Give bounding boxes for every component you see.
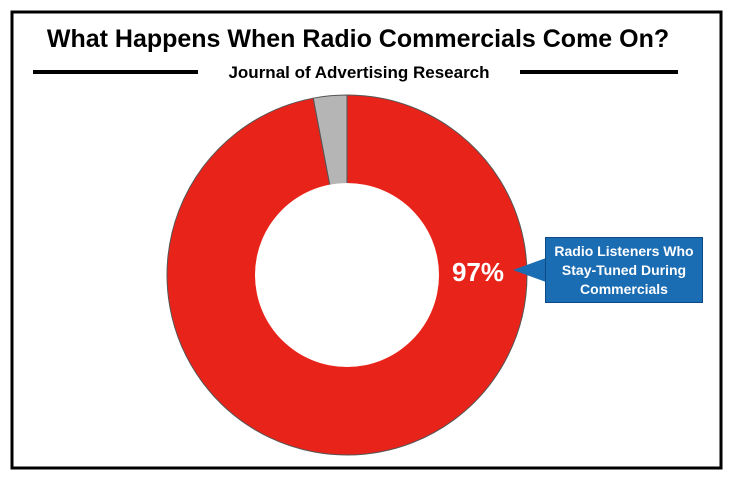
value-label: 97%: [452, 257, 504, 287]
donut-hole: [255, 183, 439, 367]
callout-pointer: [513, 258, 546, 282]
chart-subtitle: Journal of Advertising Research: [228, 63, 489, 82]
chart-title: What Happens When Radio Commercials Come…: [47, 25, 669, 53]
callout: Radio Listeners Who Stay-Tuned During Co…: [545, 237, 703, 303]
